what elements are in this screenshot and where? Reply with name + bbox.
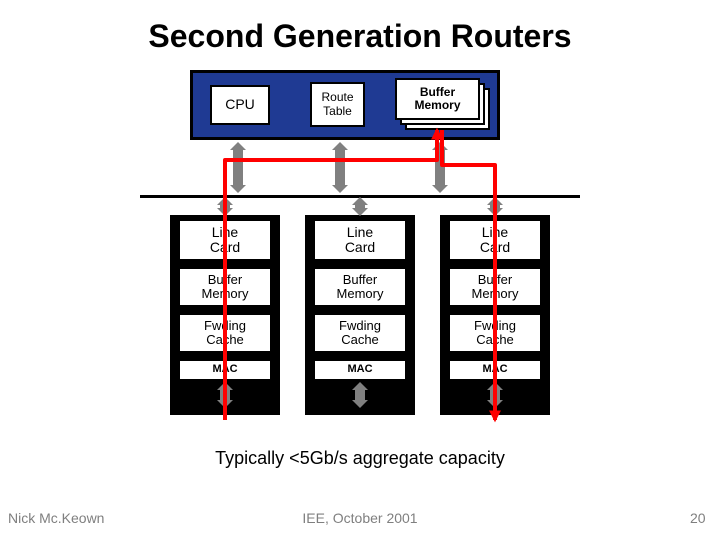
line-card-fwd: FwdingCache (313, 313, 407, 353)
shared-bus-line (140, 195, 580, 198)
footer-page-number: 20 (690, 510, 706, 526)
line-card-fwd: FwdingCache (448, 313, 542, 353)
footer-venue: IEE, October 2001 (0, 510, 720, 526)
line-card-bufmem: BufferMemory (313, 267, 407, 307)
slide-title: Second Generation Routers (0, 18, 720, 55)
line-card-bufmem: BufferMemory (178, 267, 272, 307)
cpu-box: CPU (210, 85, 270, 125)
line-card-title: LineCard (448, 219, 542, 261)
line-card-mac: MAC (313, 359, 407, 381)
buffer-memory-box: BufferMemory (395, 78, 480, 120)
route-table-box: RouteTable (310, 82, 365, 127)
line-card-title: LineCard (313, 219, 407, 261)
line-card-fwd: FwdingCache (178, 313, 272, 353)
line-card-mac: MAC (178, 359, 272, 381)
line-card-mac: MAC (448, 359, 542, 381)
line-card-bufmem: BufferMemory (448, 267, 542, 307)
line-card-title: LineCard (178, 219, 272, 261)
caption-text: Typically <5Gb/s aggregate capacity (0, 448, 720, 469)
